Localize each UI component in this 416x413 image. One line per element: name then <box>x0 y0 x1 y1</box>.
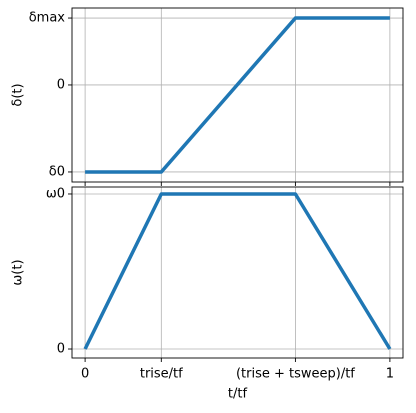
axes-frame <box>71 186 404 359</box>
y-tick-label: ω0 <box>46 186 65 201</box>
y-tick-label: δmax <box>29 11 66 26</box>
x-tick-label: 1 <box>386 367 394 382</box>
y-tick-label: 0 <box>57 77 65 92</box>
x-axis-label: t/tf <box>228 387 248 402</box>
x-tick-label: 0 <box>81 367 89 382</box>
x-tick-label: trise/tf <box>140 367 183 382</box>
y-axis-label: δ(t) <box>11 83 26 106</box>
data-line <box>83 192 392 350</box>
y-axis-label: ω(t) <box>11 259 26 285</box>
y-tick-label: 0 <box>57 342 65 357</box>
y-tick-label: δ0 <box>49 164 65 179</box>
axes-frame <box>71 7 404 183</box>
data-line <box>85 16 390 174</box>
x-tick-label: (trise + tsweep)/tf <box>236 367 355 382</box>
